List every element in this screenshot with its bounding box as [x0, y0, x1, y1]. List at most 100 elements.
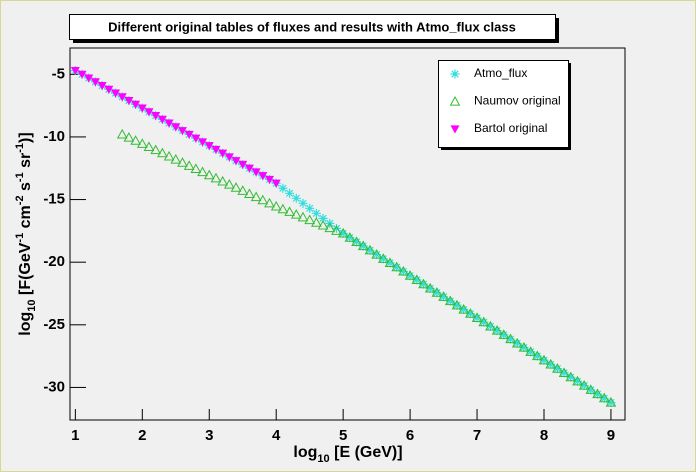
down-triangle-marker — [450, 125, 460, 134]
down-triangle-marker — [177, 127, 187, 136]
triangle-marker — [130, 135, 141, 145]
triangle-marker — [304, 214, 316, 225]
triangle-marker — [485, 320, 496, 331]
down-triangle-marker — [151, 112, 161, 121]
down-triangle-marker — [111, 89, 121, 98]
x-tick-label: 3 — [205, 427, 213, 444]
asterisk-marker — [358, 241, 368, 251]
x-tick-label: 6 — [406, 427, 414, 444]
down-triangle-marker — [184, 130, 194, 139]
down-triangle-marker — [124, 97, 134, 106]
triangle-marker — [592, 388, 603, 399]
triangle-marker — [143, 141, 155, 152]
down-triangle-marker — [265, 175, 275, 185]
triangle-marker — [277, 203, 289, 214]
down-triangle-marker — [191, 134, 201, 143]
triangle-marker — [136, 138, 148, 148]
y-axis-label-part: -1 — [14, 233, 26, 243]
asterisk-marker — [479, 317, 489, 327]
triangle-marker — [578, 380, 590, 390]
y-tick-label: -30 — [43, 378, 65, 395]
down-triangle-marker — [144, 108, 154, 117]
down-triangle-marker — [104, 85, 114, 94]
asterisk-marker — [345, 233, 355, 243]
triangle-marker — [270, 200, 282, 211]
triangle-marker — [257, 194, 269, 205]
y-axis-label-part: [F(GeV — [17, 242, 34, 299]
down-triangle-marker — [231, 157, 241, 166]
asterisk-marker — [559, 368, 569, 378]
y-axis-label-part: )] — [17, 132, 34, 143]
x-axis-label-part: 10 — [317, 453, 329, 465]
triangle-marker — [190, 163, 202, 173]
triangle-marker — [531, 350, 543, 361]
x-tick-label: 7 — [473, 427, 481, 444]
triangle-marker — [197, 166, 208, 177]
triangle-marker — [344, 232, 356, 242]
triangle-marker — [123, 132, 135, 142]
triangle-marker — [444, 295, 456, 306]
asterisk-marker — [278, 183, 288, 193]
triangle-marker — [170, 153, 182, 164]
triangle-marker — [284, 206, 295, 216]
triangle-marker — [572, 375, 583, 386]
asterisk-marker — [572, 376, 582, 386]
triangle-marker — [565, 371, 577, 382]
x-tick-label: 1 — [71, 427, 79, 444]
triangle-marker — [163, 150, 175, 161]
down-triangle-marker — [211, 145, 221, 154]
triangle-marker — [377, 253, 389, 263]
triangle-marker — [438, 291, 449, 301]
triangle-marker — [331, 225, 342, 235]
y-tick-label: -10 — [43, 128, 65, 145]
asterisk-marker — [298, 198, 308, 208]
triangle-marker — [449, 95, 461, 106]
triangle-marker — [371, 249, 382, 259]
down-triangle-marker — [97, 81, 107, 91]
asterisk-marker — [445, 296, 455, 306]
triangle-marker — [317, 219, 329, 230]
triangle-marker — [498, 329, 510, 339]
triangle-marker — [552, 363, 563, 373]
triangle-marker — [210, 172, 222, 183]
y-tick-label: -25 — [43, 316, 65, 333]
asterisk-marker — [378, 254, 388, 264]
triangle-marker — [538, 354, 550, 365]
y-axis-label-part: -1 — [14, 143, 26, 153]
asterisk-marker — [311, 208, 321, 218]
asterisk-marker — [532, 351, 542, 361]
down-triangle-marker — [117, 93, 127, 102]
down-triangle-marker — [157, 115, 167, 124]
asterisk-marker — [599, 393, 609, 403]
down-triangle-marker — [164, 119, 174, 128]
triangle-marker — [451, 299, 463, 310]
y-tick-label: -15 — [43, 191, 65, 208]
down-triangle-marker — [131, 100, 141, 109]
asterisk-marker — [499, 330, 509, 340]
y-axis-label-part: sr — [17, 153, 34, 173]
asterisk-marker — [506, 334, 516, 344]
triangle-marker — [311, 217, 322, 227]
y-axis-label-part: -1 — [14, 172, 26, 182]
triangle-marker — [424, 282, 436, 293]
down-triangle-marker — [84, 74, 94, 83]
asterisk-marker — [385, 258, 395, 268]
triangle-marker — [545, 358, 557, 369]
asterisk-marker — [593, 389, 603, 399]
triangle-marker — [518, 341, 530, 352]
asterisk-marker — [450, 69, 460, 79]
asterisk-marker — [465, 309, 475, 319]
triangle-marker — [491, 325, 503, 335]
asterisk-marker — [579, 381, 589, 391]
asterisk-marker — [318, 213, 328, 223]
triangle-marker — [558, 367, 570, 378]
asterisk-marker — [331, 223, 341, 233]
asterisk-marker — [352, 237, 362, 247]
legend-box — [438, 60, 569, 148]
down-triangle-marker — [77, 70, 87, 79]
down-triangle-marker — [238, 160, 248, 169]
triangle-marker — [605, 396, 617, 407]
triangle-marker — [223, 178, 235, 189]
down-triangle-marker — [90, 78, 100, 87]
